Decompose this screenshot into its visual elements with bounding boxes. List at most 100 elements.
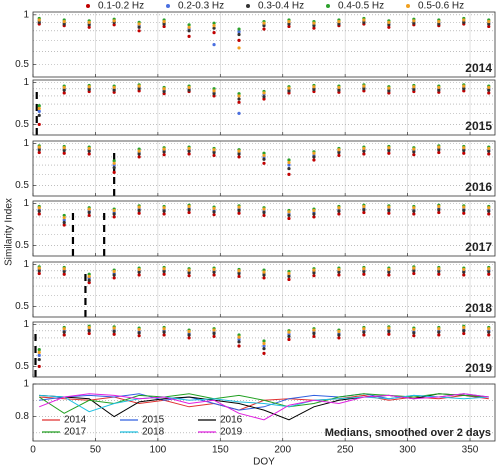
point [112,159,116,163]
point [337,212,341,216]
point [337,270,341,274]
point [87,331,91,336]
point [212,21,216,25]
point [362,152,366,156]
point [437,267,441,271]
point [437,210,441,215]
point [187,88,191,92]
point [212,94,216,98]
point [262,213,266,218]
point [112,166,116,170]
point [237,46,241,50]
point [237,340,241,344]
point [137,270,141,274]
point [487,333,491,337]
point [62,333,66,337]
point [312,331,316,336]
y-tick-label: 1 [23,77,29,88]
point [437,333,441,337]
point [237,32,241,37]
point [362,149,366,153]
point [187,333,191,337]
point [37,109,41,113]
point [212,331,216,336]
point [362,146,366,151]
x-tick-label: 150 [212,445,229,456]
point [387,205,391,209]
point [437,85,441,90]
point [487,22,491,26]
y-tick-label: 1 [23,9,29,20]
point [287,86,291,90]
point [137,327,141,332]
point [362,269,366,274]
point [312,215,316,219]
point [87,274,91,279]
point [337,267,341,272]
point [237,155,241,159]
point [212,213,216,217]
point [87,87,91,92]
point [187,329,191,334]
legend-label: 2018 [142,427,165,438]
point [112,269,116,274]
point [262,347,266,351]
y-tick-label: 0.5 [15,59,29,70]
point [137,334,141,338]
point [237,100,241,104]
point [412,19,416,23]
point [412,331,416,335]
legend-marker [166,4,170,8]
point [62,85,66,90]
point [112,329,116,334]
point [237,211,241,215]
point [487,330,491,334]
point [287,22,291,26]
point [412,334,416,338]
point [137,25,141,29]
point [312,24,316,28]
legend-label: 0.5-0.6 Hz [418,1,464,12]
legend-label: 2019 [220,427,243,438]
point [62,218,66,222]
point [87,85,91,89]
point [437,148,441,152]
point [387,329,391,334]
point [87,325,91,330]
point [187,268,191,272]
point [37,209,41,213]
point [387,273,391,277]
point [437,22,441,26]
point [137,267,141,272]
point [62,213,66,218]
point [87,152,91,156]
point [262,24,266,28]
legend-label: 0.3-0.4 Hz [258,1,304,12]
point [312,158,316,162]
point [237,94,241,98]
panel-frame [32,79,496,136]
point [287,172,291,176]
point [387,89,391,93]
point [387,20,391,24]
median-line [39,394,489,413]
legend-label: 0.4-0.5 Hz [338,1,384,12]
legend-label: 2016 [220,415,243,426]
point [212,206,216,211]
point [187,271,191,275]
legend-marker [86,4,90,8]
point [312,21,316,25]
point [237,344,241,348]
x-tick-label: 350 [462,445,479,456]
point [37,106,41,111]
point [487,272,491,276]
point [87,23,91,27]
point [312,208,316,213]
panel-frame [32,11,496,78]
point [312,155,316,159]
panel-label: 2018 [465,301,492,315]
point [162,24,166,29]
point [437,150,441,155]
point [487,85,491,90]
